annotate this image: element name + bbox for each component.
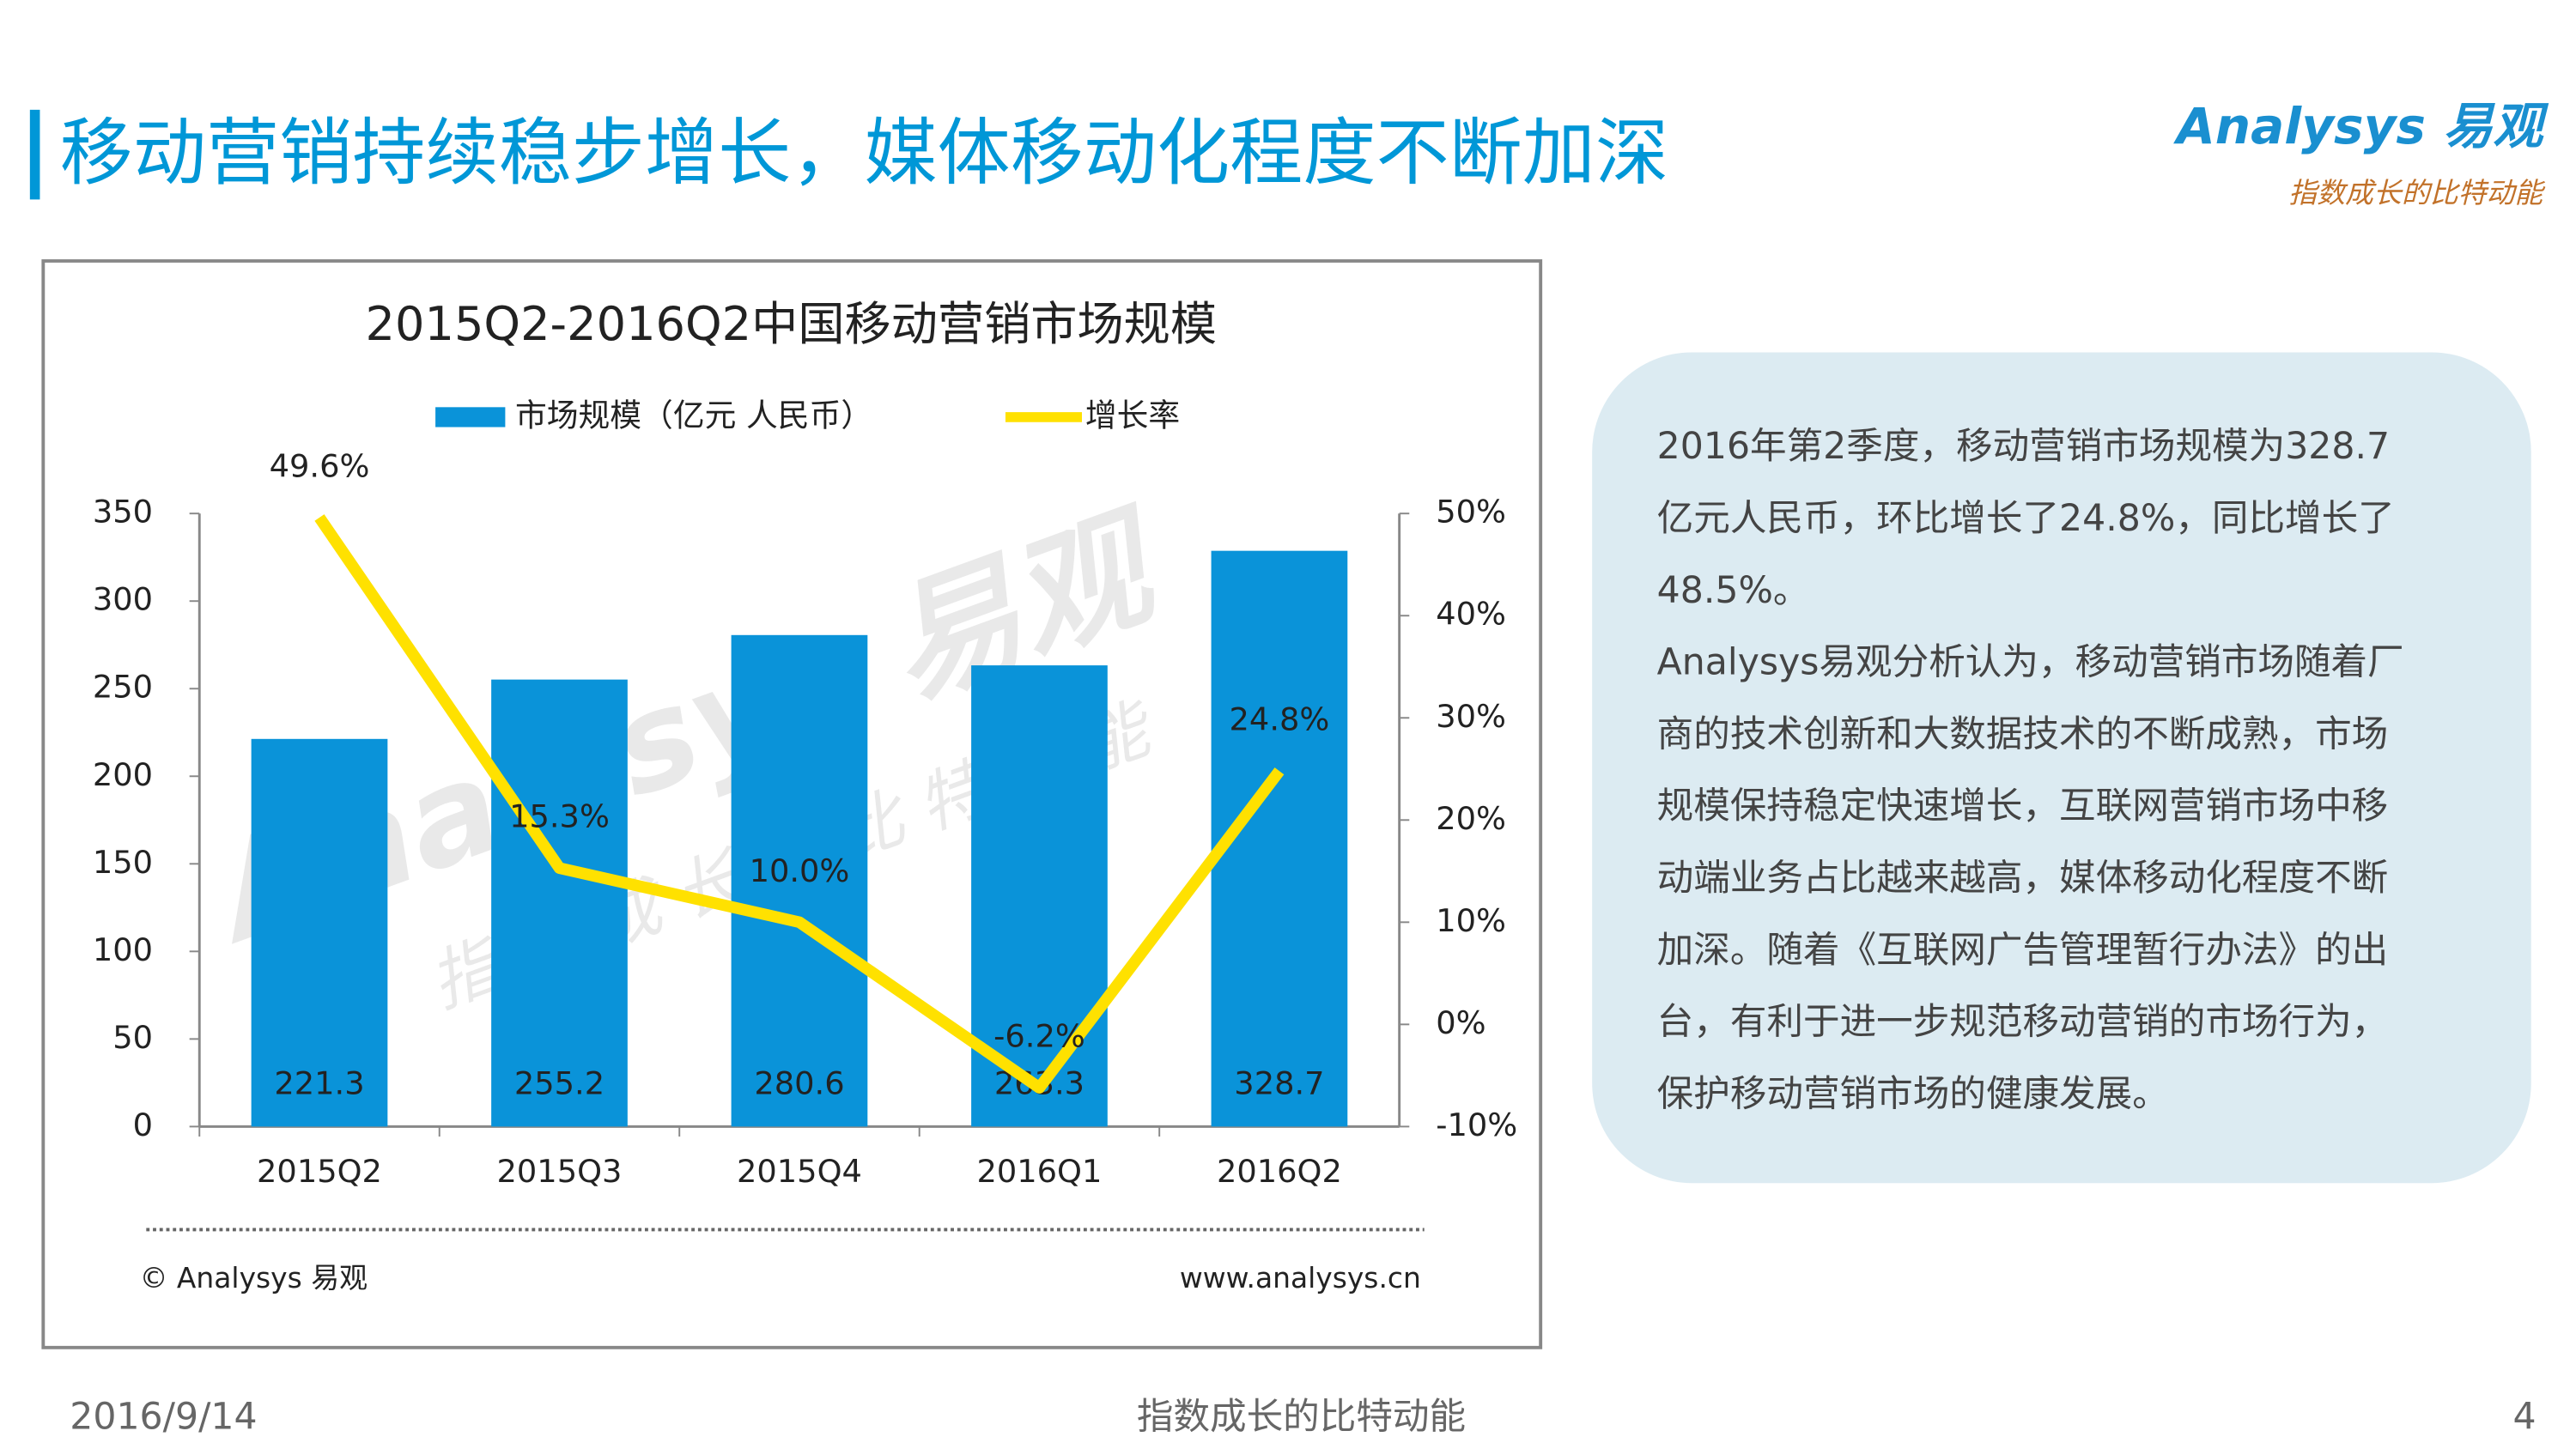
footer-date: 2016/9/14 (70, 1396, 257, 1439)
line-label: 15.3% (509, 798, 610, 835)
text-line: 2016年第2季度，移动营销市场规模为328.7 (1657, 425, 2390, 468)
chart-title: 2015Q2-2016Q2中国移动营销市场规模 (366, 297, 1218, 351)
line-label: 24.8% (1230, 701, 1330, 738)
text-lines: 2016年第2季度，移动营销市场规模为328.7 亿元人民币，环比增长了24.8%… (1657, 425, 2404, 1115)
growth-line (314, 514, 1285, 1094)
y2-tick-label: 10% (1436, 902, 1506, 939)
text-line: 保护移动营销市场的健康发展。 (1657, 1072, 2169, 1115)
slide-title: 移动营销持续稳步增长，媒体移动化程度不断加深 (60, 111, 1668, 196)
y2-tick-label: 20% (1436, 800, 1506, 837)
text-line: 亿元人民币，环比增长了24.8%，同比增长了 (1657, 497, 2395, 540)
bar-label: 280.6 (754, 1065, 844, 1102)
text-line: 动端业务占比越来越高，媒体移动化程度不断 (1657, 857, 2389, 900)
y2-tick-label: 0% (1436, 1004, 1485, 1041)
line-label: 49.6% (270, 447, 370, 484)
bar (491, 679, 628, 1127)
y-tick-label: 50 (112, 1019, 153, 1056)
logo-slogan: 指数成长的比特动能 (2288, 176, 2545, 209)
x-tick-label: 2016Q1 (976, 1153, 1102, 1190)
x-tick-label: 2016Q2 (1217, 1153, 1342, 1190)
text-line: 48.5%。 (1657, 569, 1810, 612)
text-line: 加深。随着《互联网广告管理暂行办法》的出 (1657, 929, 2389, 972)
y2-tick-label: 50% (1436, 494, 1506, 530)
y-tick-label: 0 (133, 1106, 153, 1143)
line-label: -6.2% (993, 1018, 1085, 1055)
footer-slogan: 指数成长的比特动能 (1137, 1396, 1466, 1439)
y-tick-label: 100 (93, 931, 153, 968)
title-accent (29, 109, 40, 200)
y-tick-label: 350 (93, 494, 153, 530)
x-tick-label: 2015Q2 (257, 1153, 382, 1190)
bar-label: 255.2 (514, 1065, 605, 1102)
bar-label: 221.3 (274, 1065, 364, 1102)
y2-tick-label: 30% (1436, 698, 1506, 735)
page-number: 4 (2512, 1396, 2536, 1439)
y-tick-label: 200 (93, 756, 153, 793)
text-line: 商的技术创新和大数据技术的不断成熟，市场 (1657, 712, 2389, 755)
line-label: 10.0% (750, 852, 850, 889)
y-tick-label: 300 (93, 581, 153, 618)
bar (251, 738, 388, 1127)
text-line: Analysys易观分析认为，移动营销市场随着厂 (1657, 641, 2404, 684)
legend-label: 市场规模（亿元 人民币） (515, 397, 872, 433)
bar-label: 328.7 (1234, 1065, 1324, 1102)
text-line: 规模保持稳定快速增长，互联网营销市场中移 (1657, 785, 2389, 828)
source: © Analysys 易观 (140, 1261, 368, 1294)
y2-tick-label: -10% (1436, 1106, 1517, 1143)
legend-label: 增长率 (1085, 397, 1180, 433)
text-line: 台，有利于进一步规范移动营销的市场行为， (1657, 1001, 2389, 1044)
legend-swatch (435, 407, 506, 427)
bar (731, 634, 868, 1127)
x-tick-label: 2015Q4 (737, 1153, 862, 1190)
chart-frame (41, 259, 1543, 1349)
text-box (1592, 352, 2531, 1184)
y2-tick-label: 40% (1436, 596, 1506, 633)
website: www.analysys.cn (1180, 1261, 1421, 1294)
y-tick-label: 150 (93, 844, 153, 881)
y-tick-label: 250 (93, 669, 153, 706)
logo: Analysys 易观 (2173, 97, 2549, 155)
x-tick-label: 2015Q3 (497, 1153, 623, 1190)
